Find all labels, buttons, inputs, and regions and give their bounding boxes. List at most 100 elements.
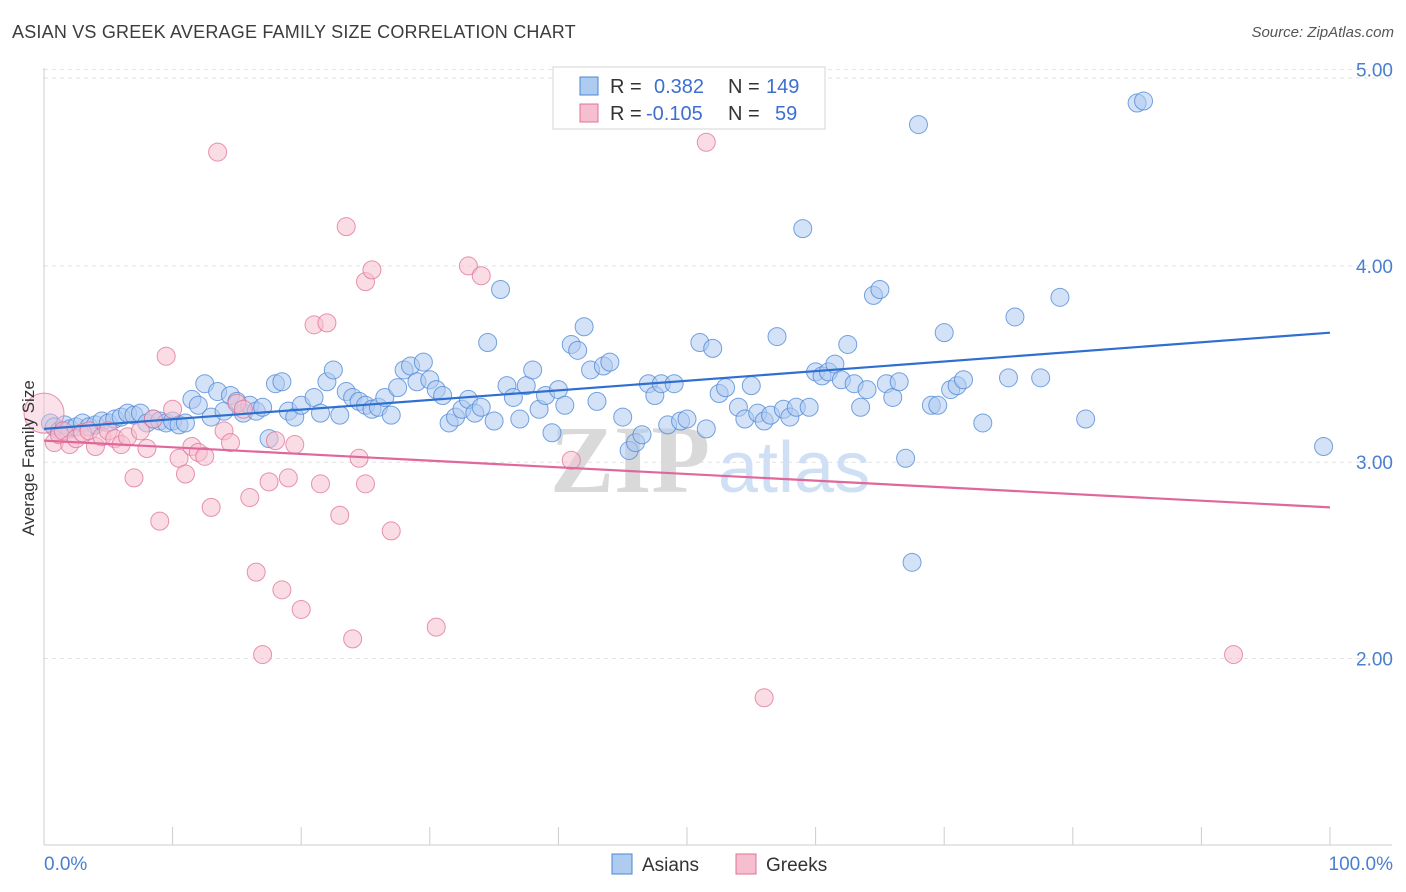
legend-n-label-greeks: N = (728, 103, 760, 125)
asian-point (793, 219, 813, 239)
greek-point (240, 488, 260, 508)
asian-point (857, 380, 877, 400)
y-tick-label: 2.00 (1356, 650, 1393, 671)
asian-point (767, 327, 787, 347)
x-tick-label-100: 100.0% (1329, 854, 1394, 875)
greek-point (356, 474, 375, 494)
greek-point (381, 521, 401, 541)
greek-point (1224, 645, 1244, 665)
greek-point (137, 438, 157, 458)
greek-point (208, 142, 228, 162)
asian-point (632, 425, 652, 445)
asian-point (1005, 307, 1025, 327)
grid-lines (44, 69, 1392, 660)
y-tick-label: 3.00 (1356, 453, 1393, 474)
y-axis-label: Average Family Size (19, 380, 38, 536)
greek-point (696, 132, 716, 152)
legend-r-value-asians: 0.382 (654, 76, 704, 98)
asian-point (1314, 437, 1334, 457)
asian-point (696, 419, 716, 439)
legend-swatch-greeks (579, 103, 599, 123)
axes (43, 68, 1392, 846)
greek-point (220, 433, 240, 453)
greek-point (754, 688, 774, 708)
asian-point (677, 409, 697, 429)
asian-point (973, 413, 993, 433)
legend-r-label-asians: R = (610, 76, 642, 98)
asian-point (703, 338, 723, 358)
greek-point (310, 474, 330, 494)
bottom-legend-swatch-greeks (735, 853, 757, 875)
asian-point (838, 334, 858, 354)
greek-point (426, 617, 446, 637)
asian-point (484, 411, 504, 431)
asian-point (413, 352, 433, 372)
asian-point (928, 395, 948, 415)
bottom-legend-label-asians: Asians (642, 855, 699, 876)
asian-point (896, 448, 916, 468)
asian-point (889, 372, 909, 392)
asian-point (433, 385, 453, 405)
asian-point (330, 405, 350, 425)
legend-r-value-greeks: -0.105 (646, 103, 703, 125)
asian-point (1076, 409, 1096, 429)
greek-point (343, 629, 363, 649)
greek-point (201, 497, 221, 517)
asian-point (188, 395, 208, 415)
legend-swatch-asians (579, 76, 599, 96)
greek-point (195, 446, 215, 466)
y-tick-labels: 2.00 3.00 4.00 5.00 (1356, 61, 1393, 671)
greek-point (233, 399, 253, 419)
greek-point (291, 599, 311, 619)
greek-point (362, 260, 382, 280)
asian-point (381, 405, 401, 425)
asian-point (1050, 287, 1070, 307)
greek-point (143, 409, 163, 429)
asian-point (272, 372, 292, 392)
greek-point (259, 472, 279, 492)
greek-point (330, 505, 350, 525)
greek-point (561, 450, 581, 470)
asian-point (1031, 368, 1051, 388)
asian-point (934, 323, 954, 343)
x-tick-label-0: 0.0% (44, 854, 87, 875)
trend-lines (43, 331, 1331, 509)
legend-n-value-asians: 149 (766, 76, 799, 98)
bottom-legend: Asians Greeks (611, 853, 827, 876)
greek-point (156, 346, 176, 366)
asian-point (902, 552, 922, 572)
greek-point (163, 399, 183, 419)
greek-point (150, 511, 170, 531)
asian-point (999, 368, 1018, 388)
asian-point (491, 279, 511, 299)
legend-box: R = 0.382 N = 149 R = -0.105 N = 59 (552, 66, 826, 130)
asian-point (953, 370, 973, 390)
asian-point (323, 360, 343, 380)
greek-point (272, 580, 292, 600)
asian-point (741, 376, 761, 396)
asian-point (716, 378, 736, 398)
asian-point (542, 423, 562, 443)
y-tick-label: 4.00 (1356, 257, 1393, 278)
series-greeks-points (23, 132, 1244, 708)
legend-n-label-asians: N = (728, 76, 760, 98)
asian-point (574, 317, 594, 337)
greek-point (471, 266, 491, 286)
bottom-legend-swatch-asians (611, 853, 633, 875)
asian-point (175, 413, 195, 433)
asian-point (799, 397, 819, 417)
greek-trend-line (43, 439, 1331, 509)
y-tick-label: 5.00 (1356, 61, 1393, 82)
asian-point (523, 360, 543, 380)
asian-point (1134, 91, 1154, 111)
greek-point (175, 464, 195, 484)
asian-point (388, 378, 408, 398)
greek-point (458, 256, 478, 276)
greek-point (285, 435, 305, 455)
watermark-atlas: atlas (718, 428, 870, 508)
greek-point (124, 468, 144, 488)
greek-point (278, 468, 298, 488)
legend-r-label-greeks: R = (610, 103, 642, 125)
greek-point (317, 313, 337, 333)
